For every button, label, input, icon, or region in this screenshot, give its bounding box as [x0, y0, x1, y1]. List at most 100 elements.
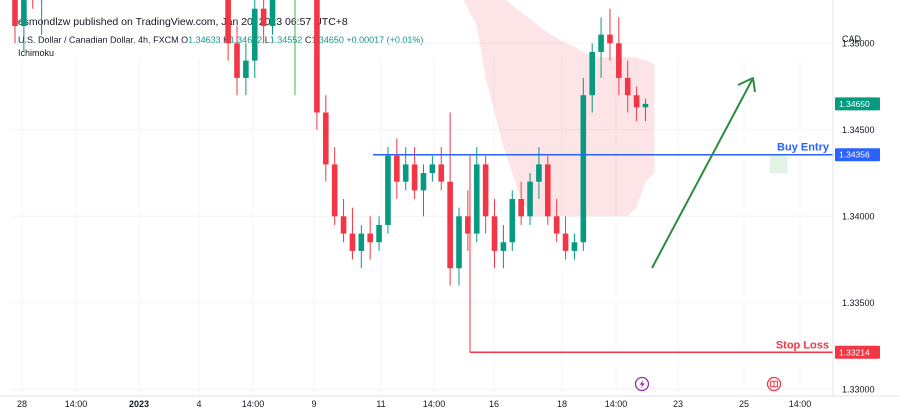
candle-body [456, 216, 462, 269]
candle [269, 0, 276, 35]
y-tick-label: 1.34500 [842, 125, 875, 135]
candle [589, 43, 595, 113]
x-tick-label: 18 [557, 399, 567, 409]
candle [482, 155, 489, 234]
candle-body [243, 60, 249, 78]
low-label: L [264, 35, 270, 45]
candle-body [473, 164, 480, 234]
candle [29, 0, 36, 9]
x-tick-label: 14:00 [605, 399, 628, 409]
candle-body [500, 242, 507, 251]
candle-body [571, 242, 578, 251]
candle-body [12, 0, 18, 26]
publish-info: published on TradingView.com, Jan 20, 20… [73, 16, 348, 28]
candle [633, 86, 640, 122]
candle-body [376, 224, 382, 243]
candle [314, 0, 320, 130]
candle-body [260, 8, 267, 26]
candle-body [518, 199, 524, 217]
price-badge-text: 1.34356 [839, 150, 870, 160]
candle [598, 17, 604, 78]
candle [243, 43, 249, 96]
price-badge-text: 1.33214 [839, 347, 870, 357]
candle-body [580, 95, 587, 243]
candle-body [269, 0, 276, 26]
candle-body [429, 164, 436, 174]
candle [376, 216, 382, 251]
candle [624, 60, 631, 113]
price-badge [835, 148, 880, 162]
open-label: O [181, 35, 189, 45]
candle [438, 147, 445, 191]
y-tick-label: 1.35000 [842, 38, 875, 48]
candle [21, 0, 27, 52]
candle [465, 190, 471, 251]
ichimoku-cloud-bearish [463, 0, 655, 217]
candle [225, 0, 231, 61]
candle [545, 155, 551, 225]
candle-body [607, 34, 613, 44]
candle [509, 190, 516, 251]
candle-body [385, 155, 391, 225]
open-value: 1.34633 [188, 35, 221, 45]
candle [562, 216, 569, 260]
candle [429, 155, 436, 182]
candle-body [527, 181, 533, 217]
candle [260, 0, 267, 44]
candle [553, 199, 560, 243]
high-value: 1.34682 [229, 35, 263, 45]
candle-body [314, 0, 320, 113]
low-value: 1.34552 [269, 35, 303, 45]
candle-body [545, 164, 551, 217]
flag-icon[interactable] [766, 376, 782, 392]
candle-body [367, 233, 373, 243]
symbol-name[interactable]: U.S. Dollar / Canadian Dollar, 4h, FXCM [18, 35, 179, 45]
x-tick-label: 4 [196, 399, 201, 409]
candle-body [225, 0, 231, 44]
candle [402, 147, 409, 191]
candle-body [598, 34, 604, 52]
candle-body [358, 233, 365, 251]
candle [38, 0, 45, 35]
ichimoku-cloud-bullish-tail [769, 155, 788, 174]
candle [527, 173, 533, 225]
candle [500, 224, 507, 269]
candle-body [536, 164, 542, 182]
candle [491, 199, 498, 269]
candle-body [340, 216, 347, 234]
current-price-badge-text: 1.34650 [839, 99, 870, 109]
candle-body [642, 103, 649, 108]
change-value: +0.00017 (+0.01%) [346, 35, 424, 45]
x-tick-label: 23 [673, 399, 683, 409]
candle [607, 8, 613, 61]
candle-body [420, 173, 427, 191]
level-label-stop-loss: Stop Loss [776, 339, 829, 351]
candle-body [491, 216, 498, 251]
candle [340, 199, 347, 243]
price-badge [835, 345, 880, 359]
candle [411, 147, 418, 199]
candle-body [323, 112, 329, 165]
candle-body [482, 164, 489, 217]
candle-body [438, 164, 445, 182]
candle [385, 147, 391, 234]
candle-body [251, 8, 258, 61]
lightning-icon[interactable] [634, 376, 650, 392]
candle [518, 181, 524, 225]
candle [642, 98, 649, 122]
candle [367, 216, 373, 260]
x-tick-label: 14:00 [65, 399, 88, 409]
candle [358, 224, 365, 269]
candle [616, 17, 622, 96]
candle [394, 138, 400, 199]
indicator-label[interactable]: Ichimoku [18, 48, 55, 58]
candle [251, 0, 258, 78]
candle-body [447, 181, 453, 269]
candle-body [589, 51, 595, 96]
x-tick-label: 14:00 [789, 399, 812, 409]
candle [456, 207, 462, 286]
candle-body [349, 233, 356, 251]
current-price-badge [835, 97, 880, 111]
lightning-icon-bolt [639, 379, 645, 389]
